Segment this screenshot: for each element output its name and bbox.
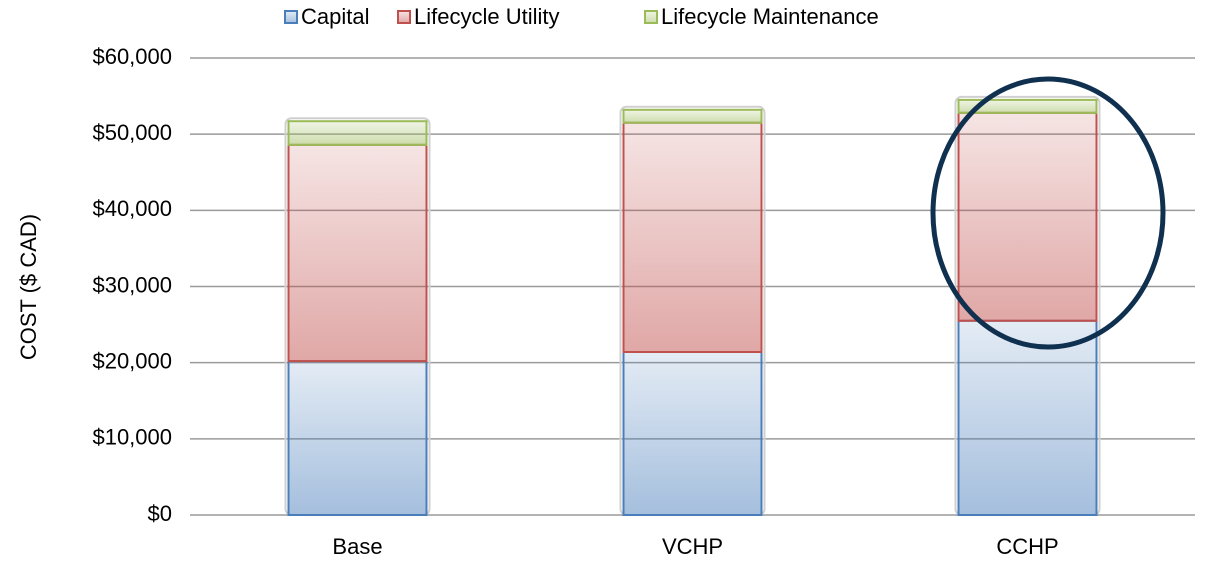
x-tick-label: Base — [332, 534, 382, 559]
y-tick-label: $40,000 — [92, 196, 172, 221]
bar-segment — [622, 351, 763, 516]
legend-label: Capital — [301, 4, 369, 29]
highlight-circle — [930, 76, 1166, 350]
bar-segment — [287, 143, 428, 363]
y-tick-label: $10,000 — [92, 425, 172, 450]
bar-segment — [957, 319, 1098, 516]
y-axis-label: COST ($ CAD) — [16, 214, 41, 360]
bar-segment — [957, 111, 1098, 322]
bar-segment — [622, 108, 763, 124]
bars: Base VCHP CCHP — [284, 95, 1101, 559]
bar-segment — [622, 121, 763, 354]
y-tick-label: $20,000 — [92, 348, 172, 373]
legend: Capital Lifecycle Utility Lifecycle Mainte… — [284, 4, 879, 29]
legend-swatch — [644, 10, 658, 24]
bar-segment — [287, 360, 428, 517]
y-tick-label: $60,000 — [92, 44, 172, 69]
x-tick-label: VCHP — [662, 534, 723, 559]
legend-label: Lifecycle Utility — [414, 4, 559, 29]
y-tick-label: $30,000 — [92, 272, 172, 297]
bar-segment — [957, 98, 1098, 114]
legend-swatch — [397, 10, 411, 24]
y-tick-label: $50,000 — [92, 120, 172, 145]
x-tick-label: CCHP — [996, 534, 1058, 559]
legend-swatch — [284, 10, 298, 24]
y-tick-label: $0 — [148, 501, 172, 526]
bar-segment — [287, 120, 428, 146]
legend-label: Lifecycle Maintenance — [661, 4, 879, 29]
